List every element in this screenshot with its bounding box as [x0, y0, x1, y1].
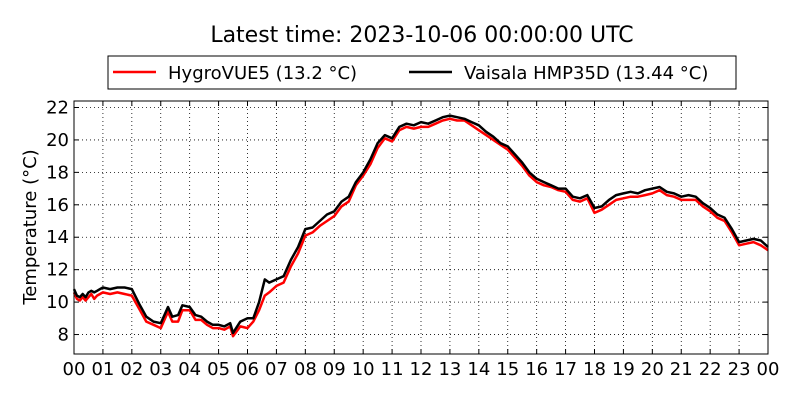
x-tick-label: 09	[323, 359, 346, 380]
x-tick-label: 03	[149, 359, 172, 380]
x-tick-label: 05	[207, 359, 230, 380]
y-tick-label: 20	[46, 130, 69, 151]
y-tick-labels: 8 10 12 14 16 18 20 22	[46, 97, 69, 345]
series-line-vaisala	[72, 114, 769, 335]
x-tick-label: 04	[178, 359, 201, 380]
x-tick-label: 01	[91, 359, 114, 380]
x-tick-label: 16	[525, 359, 548, 380]
y-tick-label: 10	[46, 292, 69, 313]
x-tick-label: 00	[63, 359, 86, 380]
y-axis-label: Temperature (°C)	[20, 149, 41, 305]
x-tick-label: 11	[381, 359, 404, 380]
y-tick-label: 22	[46, 97, 69, 118]
x-tick-label: 02	[120, 359, 143, 380]
x-tick-label: 23	[728, 359, 751, 380]
legend-label-vaisala: Vaisala HMP35D (13.44 °C)	[464, 63, 708, 84]
x-tick-label: 10	[352, 359, 375, 380]
series-lines	[72, 114, 769, 338]
x-tick-label: 19	[612, 359, 635, 380]
x-tick-label: 13	[438, 359, 461, 380]
legend: HygroVUE5 (13.2 °C) Vaisala HMP35D (13.4…	[107, 55, 737, 90]
x-tick-label: 21	[670, 359, 693, 380]
axis-ticks	[73, 101, 769, 354]
x-tick-label: 18	[583, 359, 606, 380]
x-tick-label: 14	[467, 359, 490, 380]
y-tick-label: 12	[46, 260, 69, 281]
x-tick-label: 20	[641, 359, 664, 380]
y-tick-label: 8	[58, 325, 69, 346]
x-tick-label: 17	[554, 359, 577, 380]
x-tick-label: 15	[496, 359, 519, 380]
x-tick-labels: 00 01 02 03 04 05 06 07 08 09 10 11 12 13 14 15 16 17 18 19…	[63, 359, 780, 380]
x-tick-label: 00	[757, 359, 780, 380]
x-tick-label: 12	[410, 359, 433, 380]
y-tick-label: 16	[46, 195, 69, 216]
y-tick-label: 14	[46, 227, 69, 248]
y-tick-label: 18	[46, 162, 69, 183]
x-tick-label: 08	[294, 359, 317, 380]
series-line-hygrovue	[72, 117, 769, 338]
x-tick-label: 07	[265, 359, 288, 380]
legend-label-hygrovue: HygroVUE5 (13.2 °C)	[168, 63, 357, 84]
chart-title: Latest time: 2023-10-06 00:00:00 UTC	[210, 23, 633, 48]
x-tick-label: 22	[699, 359, 722, 380]
x-tick-label: 06	[236, 359, 259, 380]
